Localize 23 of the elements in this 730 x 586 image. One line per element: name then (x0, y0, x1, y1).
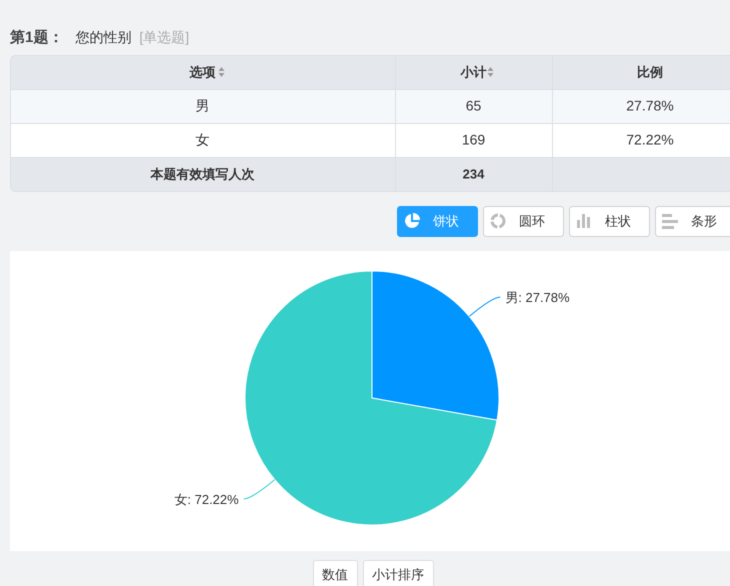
text: 65 (466, 98, 482, 114)
text: 男 (196, 98, 210, 114)
text: [单选题] (139, 29, 190, 45)
text: 女 (196, 132, 210, 148)
text: 您的性别 (74, 29, 132, 45)
text: 圆环 (519, 214, 545, 228)
text: 饼状 (432, 214, 459, 228)
slice-label: 女: 72.22% (174, 492, 240, 507)
text: 柱状 (605, 214, 631, 228)
text: 27.78% (626, 98, 674, 114)
text: 本题有效填写人次 (150, 166, 256, 182)
text: 数值 (322, 567, 348, 582)
text: 第1题： (9, 29, 64, 46)
slice-label: 男: 27.78% (505, 290, 570, 306)
text: 比例 (637, 64, 663, 80)
text: 选项 (188, 64, 216, 80)
text: 小计 (460, 64, 486, 80)
text: 小计排序 (372, 567, 424, 582)
text: 72.22% (626, 132, 674, 148)
text: 条形 (691, 214, 717, 228)
pie-slice (244, 270, 498, 526)
text: 169 (462, 132, 486, 148)
text: 234 (462, 166, 486, 182)
